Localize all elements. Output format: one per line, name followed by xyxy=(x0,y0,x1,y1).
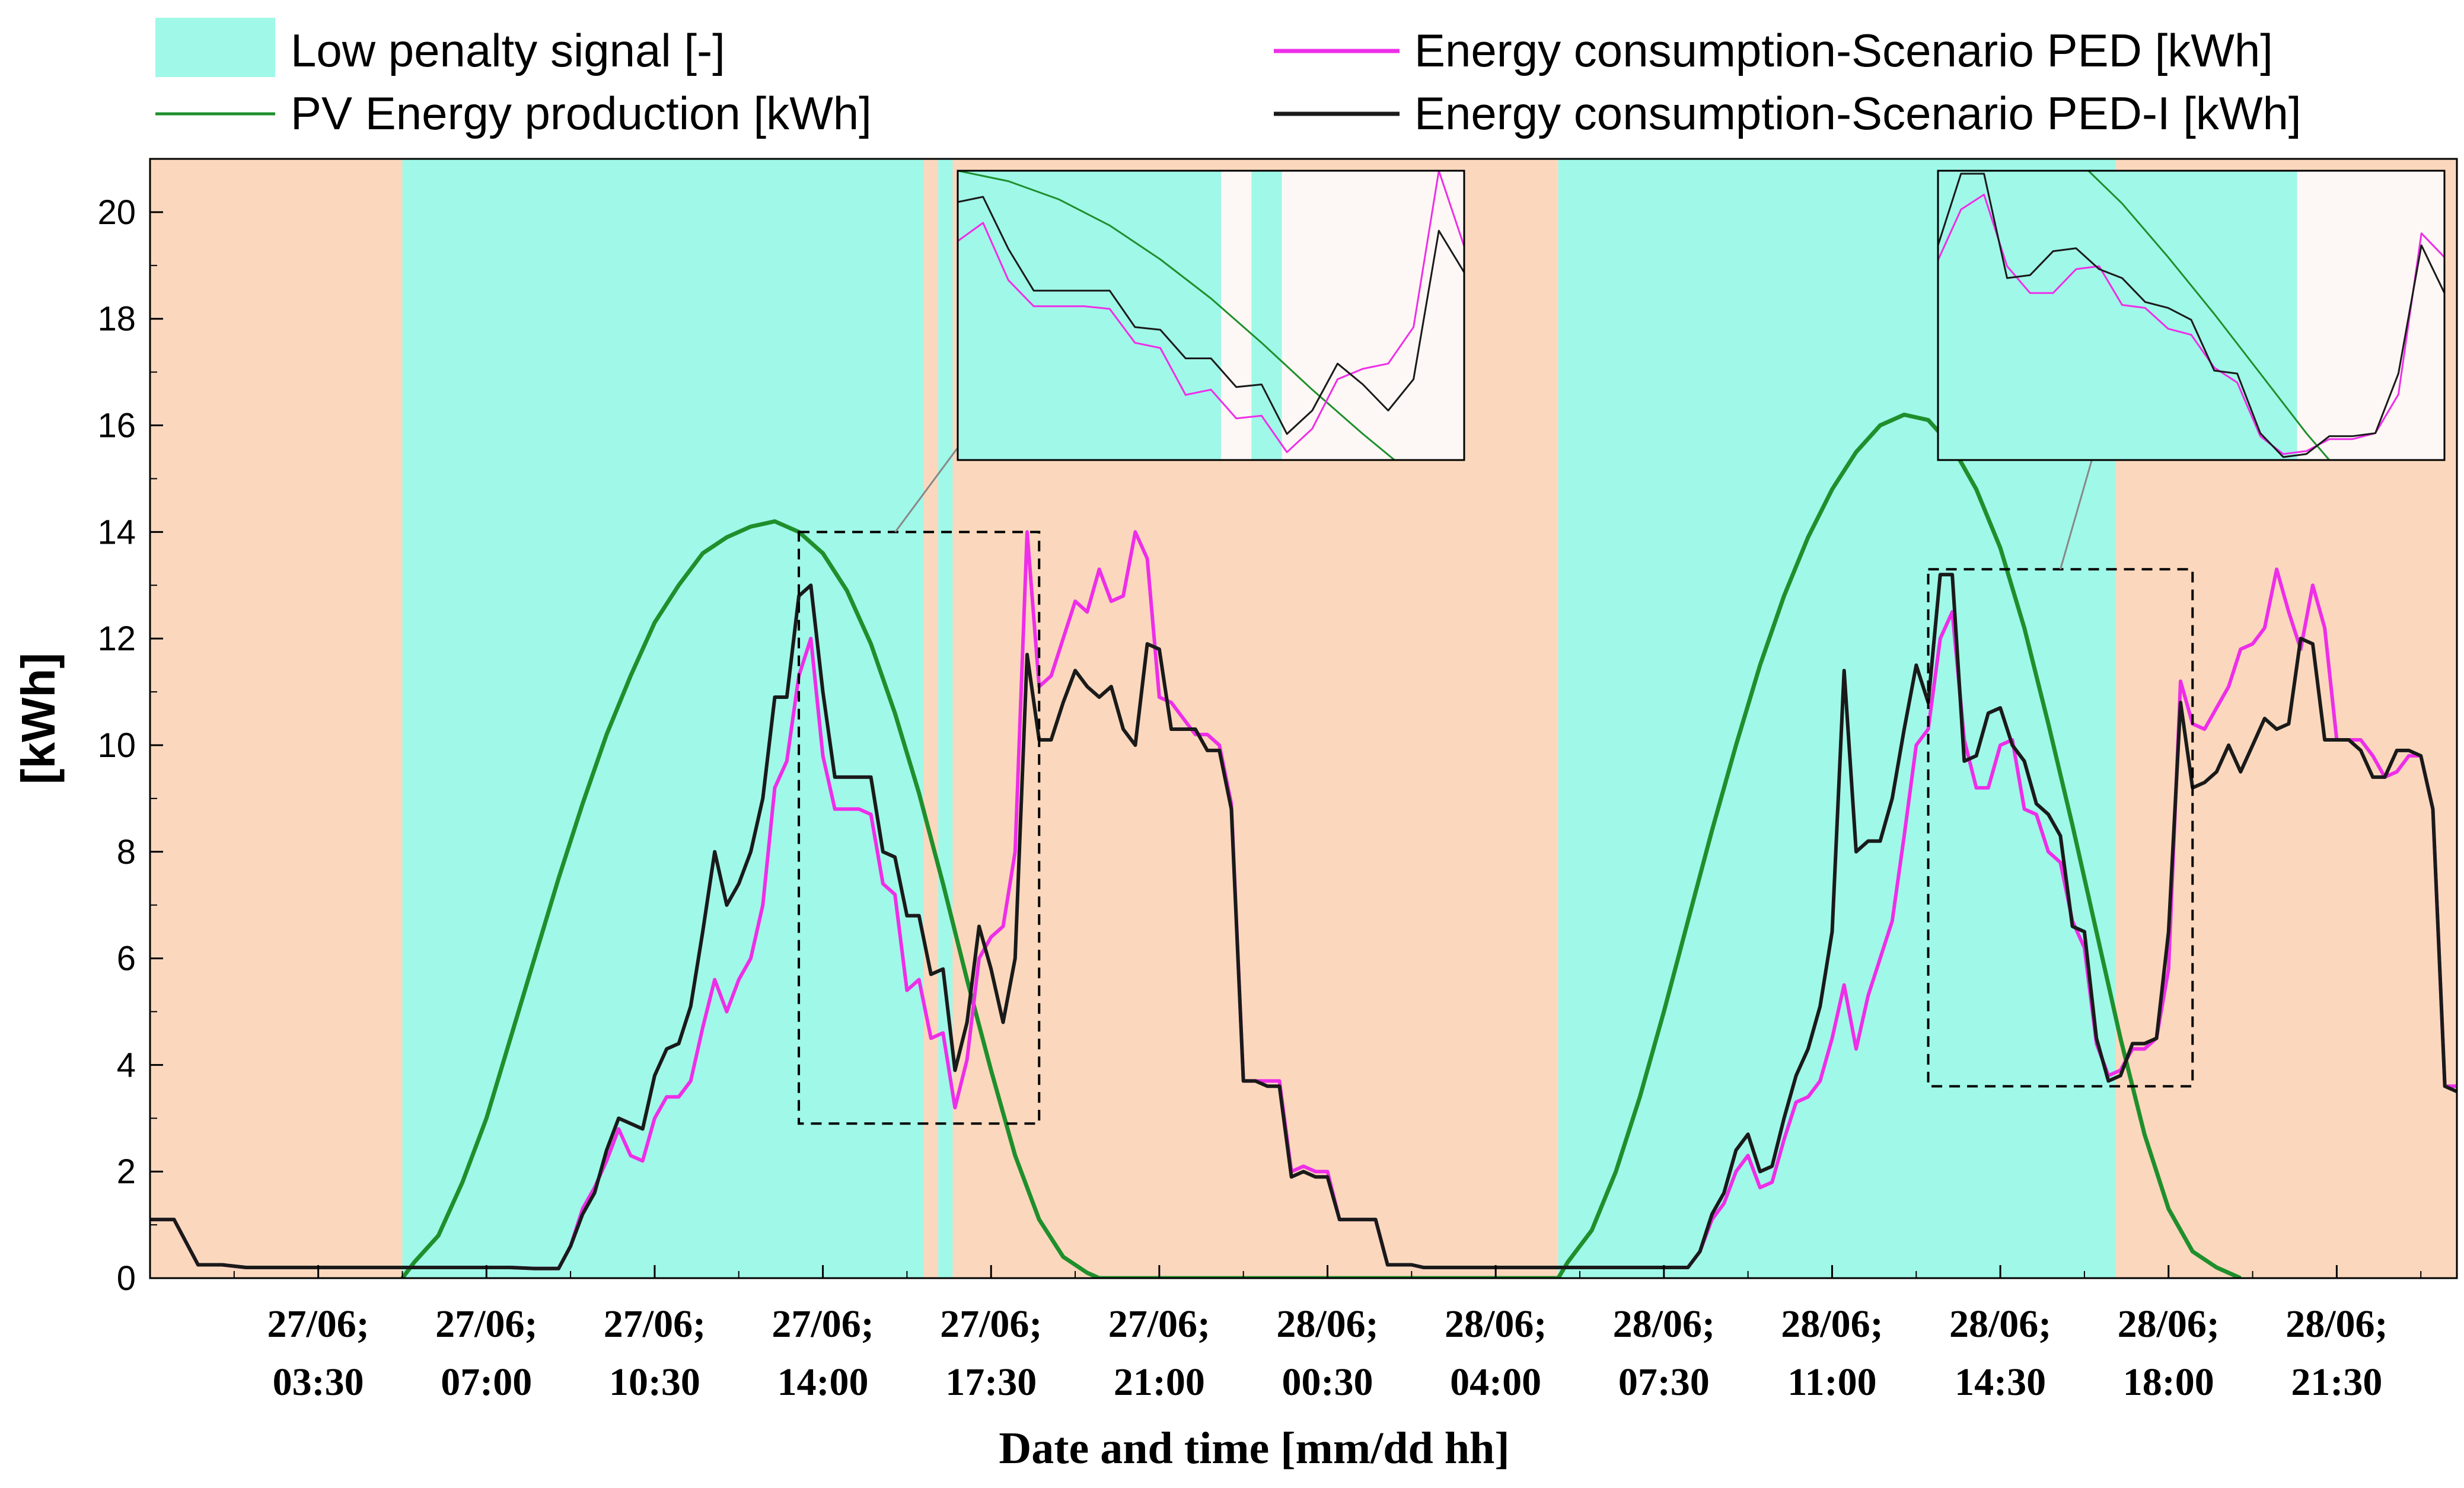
y-tick-label: 18 xyxy=(97,300,136,339)
legend-label-low-penalty: Low penalty signal [-] xyxy=(291,24,725,76)
x-tick-label-time: 14:00 xyxy=(777,1361,869,1404)
x-axis: 27/06; 03:30 27/06; 07:00 27/06; 10:30 27/06; 1… xyxy=(233,1265,2422,1404)
inset-low-penalty-band xyxy=(1938,171,2297,460)
series-lines xyxy=(150,413,2457,1278)
plot-frame xyxy=(149,158,2458,1279)
x-tick-label-date: 28/06; xyxy=(1949,1302,2051,1346)
legend-label-ped: Energy consumption-Scenario PED [kWh] xyxy=(1414,24,2273,76)
y-tick-label: 20 xyxy=(97,193,136,232)
y-tick-label: 8 xyxy=(117,833,136,871)
y-tick-label: 16 xyxy=(97,407,136,445)
x-tick-label-date: 28/06; xyxy=(1613,1302,1715,1346)
x-tick-label-date: 28/06; xyxy=(1276,1302,1378,1346)
x-tick-label-date: 28/06; xyxy=(2118,1302,2220,1346)
x-tick-label-date: 27/06; xyxy=(435,1302,537,1346)
zoom-box-1 xyxy=(798,531,1041,1125)
pv-series-line xyxy=(400,413,2242,1278)
y-tick-label: 4 xyxy=(117,1046,136,1084)
x-tick-label-date: 27/06; xyxy=(267,1302,369,1346)
inset-low-penalty-band xyxy=(1251,171,1282,460)
y-tick-label: 10 xyxy=(97,726,136,765)
low-penalty-band-1 xyxy=(402,159,924,1278)
x-tick-label-date: 28/06; xyxy=(1445,1302,1547,1346)
inset-low-penalty-band xyxy=(958,171,1222,460)
zoom-annotations xyxy=(798,170,2446,1125)
y-axis-title: [kWh] xyxy=(12,653,65,784)
y-tick-label: 6 xyxy=(117,940,136,978)
inset-frame xyxy=(1937,170,2446,461)
inset-plot-area xyxy=(1938,171,2444,460)
y-tick-label: 12 xyxy=(97,620,136,658)
x-tick-label-date: 27/06; xyxy=(604,1302,706,1346)
x-tick-label-time: 07:30 xyxy=(1618,1361,1710,1404)
x-tick-label-date: 27/06; xyxy=(1108,1302,1210,1346)
legend-label-pv: PV Energy production [kWh] xyxy=(291,87,872,139)
zoom-inset-2 xyxy=(1937,170,2446,461)
x-tick-label-date: 28/06; xyxy=(2286,1302,2388,1346)
zoom-inset-1 xyxy=(957,170,1465,461)
legend: Low penalty signal [-] PV Energy product… xyxy=(155,18,2302,139)
legend-swatch-low-penalty xyxy=(155,18,275,77)
x-tick-label-time: 03:30 xyxy=(273,1361,364,1404)
x-tick-label-date: 27/06; xyxy=(940,1302,1042,1346)
x-tick-label-time: 07:00 xyxy=(441,1361,532,1404)
low-penalty-band-2 xyxy=(938,159,953,1278)
x-tick-label-time: 14:30 xyxy=(1955,1361,2046,1404)
x-axis-title: Date and time [mm/dd hh] xyxy=(999,1423,1509,1473)
x-tick-label-time: 11:00 xyxy=(1787,1361,1876,1404)
y-axis: 0 2 4 6 8 10 12 14 16 18 20 xyxy=(97,193,163,1298)
x-tick-label-time: 10:30 xyxy=(609,1361,700,1404)
x-tick-label-time: 21:00 xyxy=(1114,1361,1205,1404)
x-tick-label-time: 21:30 xyxy=(2291,1361,2382,1404)
x-tick-label-time: 00:30 xyxy=(1282,1361,1373,1404)
x-tick-label-time: 17:30 xyxy=(945,1361,1037,1404)
x-tick-label-time: 04:00 xyxy=(1450,1361,1541,1404)
legend-label-ped-i: Energy consumption-Scenario PED-I [kWh] xyxy=(1414,87,2302,139)
y-tick-label: 2 xyxy=(117,1152,136,1191)
y-tick-label: 14 xyxy=(97,513,136,551)
inset-plot-area xyxy=(958,171,1464,460)
ped-i-series-line xyxy=(150,573,2457,1270)
y-tick-label: 0 xyxy=(117,1259,136,1298)
x-tick-label-date: 28/06; xyxy=(1781,1302,1883,1346)
x-tick-label-date: 27/06; xyxy=(772,1302,874,1346)
inset-frame xyxy=(957,170,1465,461)
x-tick-label-time: 18:00 xyxy=(2123,1361,2214,1404)
